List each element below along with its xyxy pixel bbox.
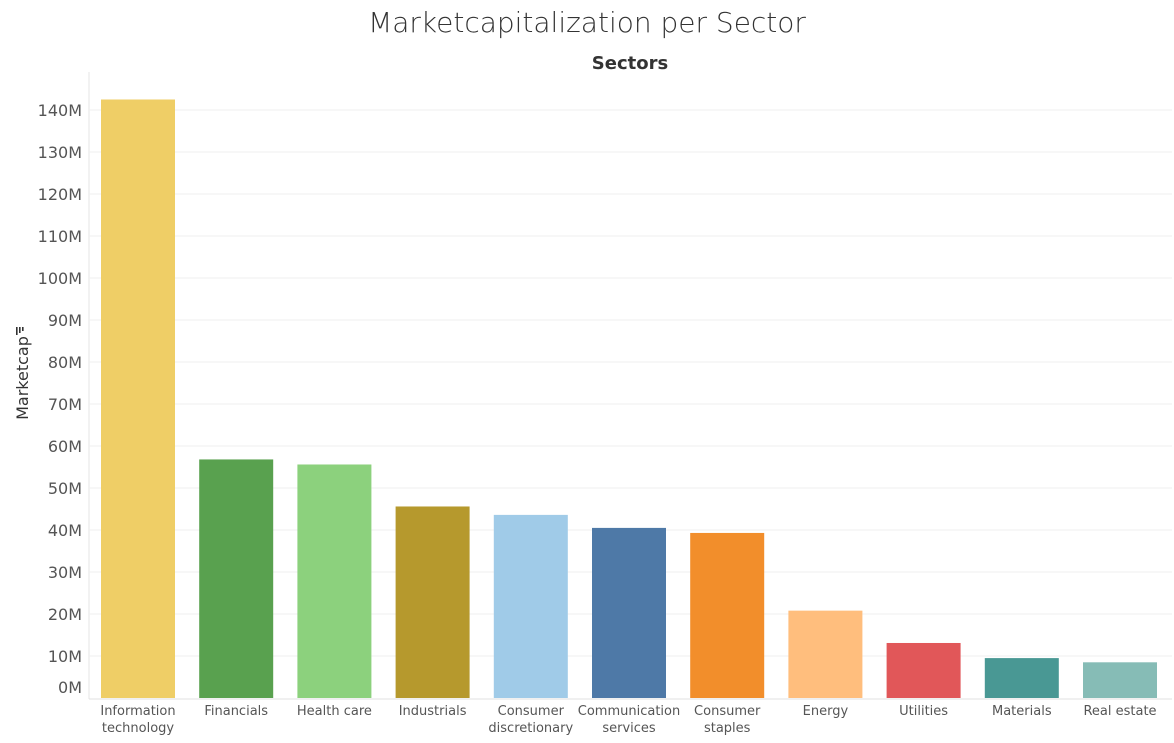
bar[interactable]	[493, 514, 568, 698]
y-tick-label: 70M	[48, 395, 82, 414]
y-tick-label: 80M	[48, 353, 82, 372]
bar[interactable]	[886, 642, 961, 698]
x-tick-label: Financials	[204, 704, 268, 719]
column-header: Sectors	[592, 53, 668, 74]
y-tick-label: 10M	[48, 647, 82, 666]
y-tick-label: 20M	[48, 605, 82, 624]
x-tick-label: Materials	[992, 704, 1052, 719]
bar[interactable]	[592, 527, 666, 698]
y-tick-label: 120M	[38, 185, 82, 204]
y-axis-label[interactable]: Marketcap	[13, 336, 32, 420]
y-tick-label: 0M	[58, 678, 82, 697]
x-tick-label: Consumer discretionary	[488, 704, 573, 736]
x-tick-label: Real estate	[1083, 704, 1156, 719]
y-tick-label: 40M	[48, 521, 82, 540]
bar[interactable]	[199, 459, 274, 698]
x-tick-label: Utilities	[899, 704, 948, 719]
y-tick-label: 90M	[48, 311, 82, 330]
bar[interactable]	[101, 99, 175, 699]
bar[interactable]	[1083, 662, 1157, 698]
y-axis-ticks: 0M 10M 20M 30M 40M 50M 60M 70M 80M 90M 100M 110M 120…	[38, 101, 82, 697]
x-tick-label: Communication services	[578, 704, 680, 736]
x-tick-label: Health care	[297, 704, 372, 719]
y-tick-label: 50M	[48, 479, 82, 498]
bar[interactable]	[984, 658, 1059, 698]
y-tick-label: 110M	[38, 227, 82, 246]
bars	[101, 99, 1157, 699]
y-tick-label: 30M	[48, 563, 82, 582]
y-tick-label: 100M	[38, 269, 82, 288]
x-tick-label: Consumer staples	[694, 704, 761, 736]
bar[interactable]	[788, 610, 863, 698]
x-tick-label: Energy	[803, 704, 849, 719]
sort-icon-bar	[19, 327, 21, 333]
sort-icon-bar	[16, 327, 18, 335]
bar[interactable]	[395, 506, 470, 698]
bar[interactable]	[297, 464, 372, 698]
y-tick-label: 60M	[48, 437, 82, 456]
y-tick-label: 140M	[38, 101, 82, 120]
y-tick-label: 130M	[38, 143, 82, 162]
sort-icon-bar	[22, 327, 24, 331]
x-axis-ticks: Information technology Financials Health ca…	[100, 704, 1156, 736]
x-tick-label: Information technology	[100, 704, 175, 736]
x-tick-label: Industrials	[399, 704, 467, 719]
bar[interactable]	[690, 532, 765, 698]
sort-descending-icon[interactable]	[16, 327, 24, 335]
chart-title: Marketcapitalization per Sector	[368, 6, 806, 39]
